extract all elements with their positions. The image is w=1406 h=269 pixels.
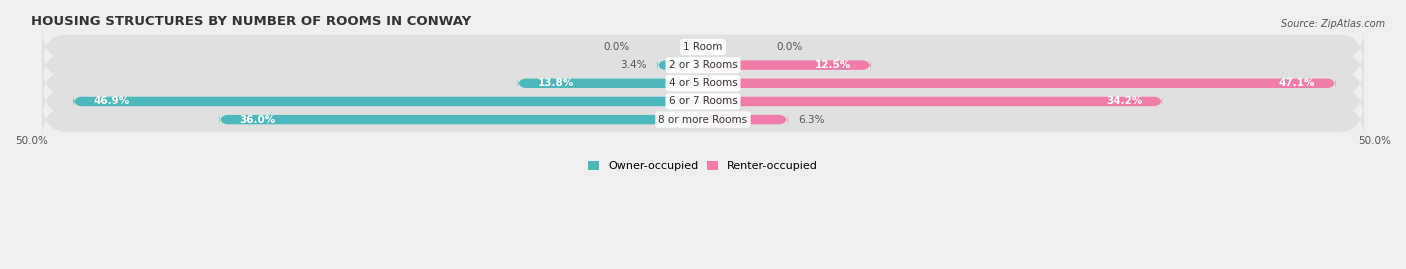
FancyBboxPatch shape bbox=[42, 99, 1364, 140]
Text: 13.8%: 13.8% bbox=[538, 78, 574, 88]
Text: 3.4%: 3.4% bbox=[620, 60, 647, 70]
FancyBboxPatch shape bbox=[42, 45, 1364, 86]
Text: 0.0%: 0.0% bbox=[603, 42, 628, 52]
FancyBboxPatch shape bbox=[658, 59, 703, 71]
Legend: Owner-occupied, Renter-occupied: Owner-occupied, Renter-occupied bbox=[583, 156, 823, 176]
Text: 6.3%: 6.3% bbox=[799, 115, 825, 125]
Text: 8 or more Rooms: 8 or more Rooms bbox=[658, 115, 748, 125]
FancyBboxPatch shape bbox=[703, 114, 787, 126]
Text: 1 Room: 1 Room bbox=[683, 42, 723, 52]
Text: HOUSING STRUCTURES BY NUMBER OF ROOMS IN CONWAY: HOUSING STRUCTURES BY NUMBER OF ROOMS IN… bbox=[31, 15, 471, 28]
Text: 12.5%: 12.5% bbox=[814, 60, 851, 70]
Text: 2 or 3 Rooms: 2 or 3 Rooms bbox=[669, 60, 737, 70]
FancyBboxPatch shape bbox=[219, 114, 703, 126]
Text: 0.0%: 0.0% bbox=[778, 42, 803, 52]
FancyBboxPatch shape bbox=[73, 95, 703, 108]
Text: 6 or 7 Rooms: 6 or 7 Rooms bbox=[669, 97, 737, 107]
FancyBboxPatch shape bbox=[42, 27, 1364, 67]
Text: 4 or 5 Rooms: 4 or 5 Rooms bbox=[669, 78, 737, 88]
Text: 36.0%: 36.0% bbox=[239, 115, 276, 125]
FancyBboxPatch shape bbox=[703, 95, 1163, 108]
FancyBboxPatch shape bbox=[703, 77, 1336, 90]
Text: 34.2%: 34.2% bbox=[1107, 97, 1142, 107]
Text: 47.1%: 47.1% bbox=[1279, 78, 1316, 88]
Text: Source: ZipAtlas.com: Source: ZipAtlas.com bbox=[1281, 19, 1385, 29]
FancyBboxPatch shape bbox=[703, 59, 870, 71]
FancyBboxPatch shape bbox=[42, 81, 1364, 122]
Text: 46.9%: 46.9% bbox=[93, 97, 129, 107]
FancyBboxPatch shape bbox=[42, 63, 1364, 104]
FancyBboxPatch shape bbox=[517, 77, 703, 90]
